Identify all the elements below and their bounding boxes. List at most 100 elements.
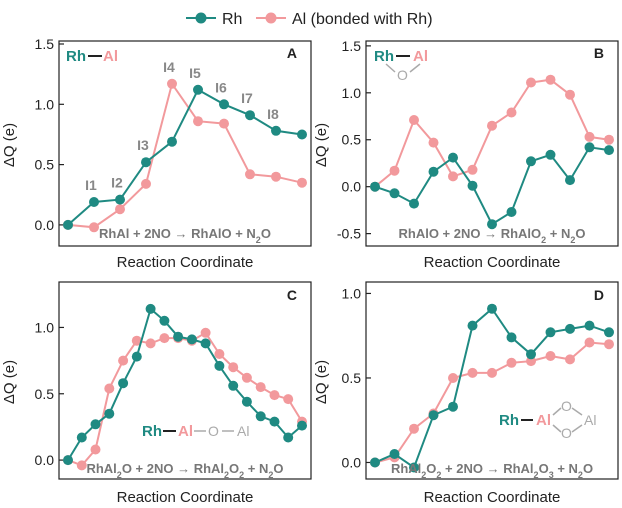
legend-rh-label: Rh — [222, 11, 242, 28]
panel-a-rh-point — [115, 194, 125, 205]
panel-a-annotation: I8 — [267, 106, 279, 122]
panel-d-ylabel: ΔQ (e) — [313, 360, 330, 404]
panel-a-letter: A — [287, 45, 297, 61]
panel-d-ytick-label: 0.0 — [342, 454, 362, 470]
panel-c-rh-point — [76, 432, 87, 443]
panel-b-rh-point — [545, 149, 556, 160]
panel-a-annotation: I3 — [137, 137, 149, 153]
panel-a-rh-point — [219, 99, 229, 110]
panel-d-rh-point — [584, 320, 595, 331]
panel-a-rh-point — [89, 197, 99, 207]
panel-b-al-point — [506, 107, 517, 118]
panel-c-rh-point — [241, 396, 252, 407]
panel-b-al-point — [545, 74, 556, 85]
panel-b-ytick-label: -0.5 — [337, 226, 361, 242]
panel-d-ytick-label: 1.0 — [342, 285, 362, 301]
panel-b-al-point — [467, 164, 478, 175]
panel-c-rh-point — [200, 338, 211, 349]
panel-c-al-point — [200, 327, 211, 338]
panel-a-al-point — [297, 177, 307, 188]
panel-c-al-point — [241, 372, 252, 383]
panel-b-rh-point — [487, 219, 497, 230]
panel-a-al-line — [67, 81, 303, 229]
legend-al-icon — [256, 12, 286, 24]
panel-c-letter: C — [287, 287, 297, 303]
panel-d-al-point — [467, 367, 478, 378]
panel-c-al-point — [131, 335, 142, 346]
panel-a-ytick-label: 1.5 — [35, 36, 55, 52]
panel-c-rh-point — [269, 416, 280, 427]
panel-a-annotation: I5 — [189, 65, 201, 81]
panel-c-rh-point — [283, 432, 294, 443]
panel-c-ytick-label: 0.0 — [35, 452, 55, 468]
panel-c-rh-point — [104, 408, 115, 419]
panel-b-al-point — [584, 131, 595, 142]
panel-b-ytick-label: 0.0 — [342, 179, 362, 195]
panel-b-equation: RhAlO + 2NO → RhAlO2 + N2O — [398, 226, 585, 245]
panel-a-ytick-label: 0.0 — [35, 217, 55, 233]
legend-al-label: Al (bonded with Rh) — [292, 11, 433, 28]
panel-d-xlabel: Reaction Coordinate — [424, 489, 561, 506]
panel-a-ylabel: ΔQ (e) — [1, 123, 18, 167]
panel-a: ΔQ (e) Reaction Coordinate A 0.0 0.5 1.0 1.… — [1, 36, 312, 271]
panel-b-al-point — [448, 171, 458, 182]
panel-d-series — [370, 303, 614, 473]
panel-d-al-point — [584, 337, 595, 348]
panel-a-rh-point — [141, 157, 151, 168]
panel-a-ticks: 0.0 0.5 1.0 1.5 — [35, 36, 64, 233]
panel-a-al-point — [245, 169, 255, 180]
panel-d-al-point — [604, 339, 614, 350]
panel-d-rh-line — [374, 307, 610, 470]
panel-b-rh-point — [389, 188, 400, 199]
panel-c-al-point — [228, 362, 239, 373]
panel-a-rh-point — [63, 219, 73, 230]
legend: Rh Al (bonded with Rh) — [186, 11, 433, 28]
panel-b-rh-point — [467, 180, 478, 191]
panel-b-series — [370, 74, 614, 230]
panel-d-rh-point — [428, 410, 439, 421]
panel-c-struct-al: Al — [178, 423, 193, 440]
panel-c-structure: Rh Al O Al — [142, 423, 249, 440]
panel-a-annotation: I4 — [163, 59, 175, 75]
panel-d-al-point — [506, 357, 517, 368]
panel-d-ticks: 0.0 0.5 1.0 — [342, 285, 371, 470]
panel-c-series — [63, 303, 307, 471]
panel-a-struct-al: Al — [103, 48, 118, 65]
panel-c-al-point — [118, 355, 129, 366]
panel-b-al-point — [428, 137, 439, 148]
panel-a-annotation: I1 — [85, 177, 97, 193]
panel-c-ytick-label: 0.5 — [35, 386, 55, 402]
panel-a-rh-point — [297, 129, 307, 140]
panel-c-rh-point — [159, 315, 170, 326]
panel-a-rh-line — [67, 88, 303, 226]
panel-d-rh-point — [467, 320, 478, 331]
panel-c-rh-point — [63, 455, 73, 466]
panel-c-rh-point — [214, 360, 225, 371]
panel-a-rh-point — [245, 110, 255, 121]
panel-a-rh-point — [167, 136, 177, 147]
panel-b-al-point — [389, 165, 400, 176]
panel-c-al-point — [145, 338, 156, 349]
panel-c-al-point — [283, 394, 294, 405]
panel-b-rh-line — [374, 146, 610, 226]
panel-b-struct-o: O — [397, 67, 408, 83]
panel-b-al-point — [409, 115, 419, 125]
panel-b-rh-point — [584, 142, 595, 153]
panel-a-al-point — [167, 78, 177, 89]
panel-c-al-point — [214, 349, 225, 359]
panel-a-al-point — [271, 171, 281, 182]
panel-c-struct-rh: Rh — [142, 423, 162, 440]
panel-c-al-point — [269, 390, 280, 401]
panel-d-al-point — [487, 367, 497, 378]
panel-b-al-point — [526, 77, 536, 88]
panel-b-rh-point — [604, 145, 614, 156]
panel-b-struct-rh: Rh — [374, 48, 394, 65]
panel-d-al-point — [545, 351, 556, 361]
panel-d-rh-point — [526, 349, 536, 360]
panel-a-annotation: I7 — [241, 90, 253, 106]
panel-c-rh-point — [297, 420, 307, 431]
panel-c-rh-point — [255, 411, 266, 422]
panel-c-al-point — [76, 460, 87, 471]
panel-a-equation: RhAl + 2NO → RhAlO + N2O — [99, 226, 271, 245]
panel-a-annotations: I1 I2 I3 I4 I5 I6 I7 I8 — [85, 59, 279, 193]
